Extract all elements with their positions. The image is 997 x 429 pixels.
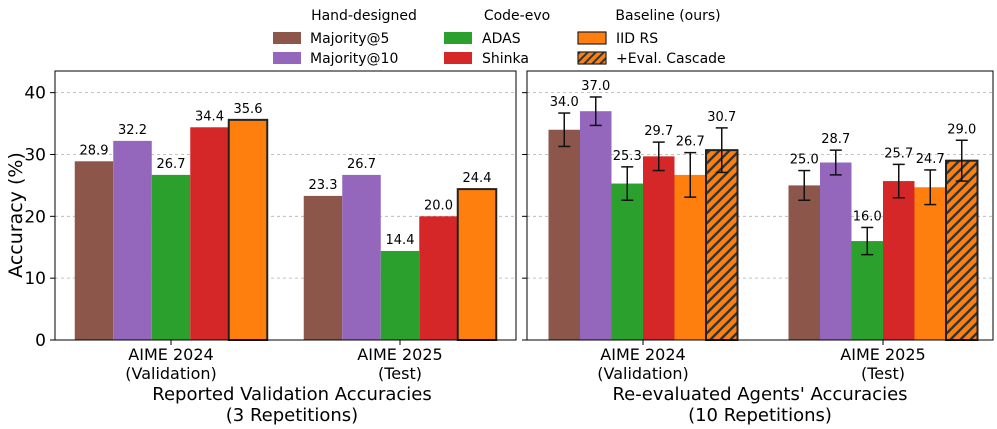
panel-reported: 0 10 20 30 40 AIME 2024(Validation) 28.9 32.2 26… [24,70,517,383]
bar-iidrs [674,174,706,340]
y-tick-label: 40 [24,84,46,104]
legend-swatch-shinka [444,52,472,64]
data-label: 16.0 [853,209,882,224]
data-label: 34.4 [195,109,224,124]
bar-shinka [883,181,915,340]
panel-title: Re-evaluated Agents' Accuracies [612,384,907,405]
legend-swatch-adas [444,32,472,44]
data-label: 29.7 [644,124,673,139]
data-label: 35.6 [234,102,263,117]
data-label: 24.7 [916,152,945,167]
data-label: 14.4 [386,233,415,248]
panel-reevaluated: AIME 2024(Validation) 34.037.0 25.329.726.… [522,70,994,383]
x-tick-label: (Test) [378,364,422,383]
plot-frame [526,70,994,341]
legend-swatch-majority5 [273,32,301,44]
bar-adas [851,241,883,340]
legend: Hand-designed Code-evo Baseline (ours) M… [273,8,726,67]
y-axis-label: Accuracy (%) [5,152,27,278]
data-label: 25.7 [884,146,913,161]
data-label: 32.2 [118,123,147,138]
data-label: 28.7 [821,132,850,147]
x-tick-label: AIME 2025 [840,345,925,364]
data-label: 25.0 [790,153,819,168]
bar-adas [611,183,643,340]
legend-swatch-iidrs [577,31,607,45]
bar-majority5 [74,161,114,340]
legend-label: Majority@5 [310,31,389,47]
legend-swatch-majority10 [273,52,301,64]
bar-majority5 [548,129,580,340]
bar-majority10 [113,140,152,340]
bar-majority5 [303,195,343,340]
data-label: 25.3 [613,149,642,164]
bar-adas [380,250,420,340]
data-label: 26.7 [676,135,705,150]
data-label: 26.7 [347,157,376,172]
legend-group-title: Code-evo [484,8,550,24]
bar-shinka [190,127,229,340]
bar-majority10 [820,162,852,340]
data-label: 26.7 [157,157,186,172]
x-tick-label: (Test) [861,364,905,383]
data-label: 20.0 [424,198,453,213]
x-tick-label: (Validation) [125,364,217,383]
legend-label: Shinka [482,51,529,67]
x-tick-label: AIME 2025 [357,345,442,364]
x-tick-label: AIME 2024 [128,345,213,364]
bar-majority5 [788,185,820,340]
legend-label: IID RS [616,31,658,47]
panel-subtitle: (3 Repetitions) [226,405,358,426]
bar-majority10 [342,174,381,340]
data-label: 23.3 [309,178,338,193]
x-tick-label: AIME 2024 [600,345,685,364]
data-label: 24.4 [463,171,492,186]
legend-group-title: Hand-designed [311,8,417,24]
legend-label: +Eval. Cascade [616,51,726,67]
y-tick-label: 10 [24,269,46,289]
data-label: 28.9 [80,143,109,158]
bar-iidrs [456,188,498,341]
bar-adas [151,174,191,340]
legend-swatch-cascade [577,51,607,65]
panel-subtitle: (10 Repetitions) [688,405,832,426]
panel-title: Reported Validation Accuracies [152,384,431,405]
data-label: 34.0 [550,95,579,110]
legend-label: Majority@10 [310,51,398,67]
data-label: 37.0 [581,79,610,94]
y-tick-label: 30 [24,145,46,165]
bar-iidrs [227,118,269,341]
bar-majority10 [580,111,612,340]
bar-cascade [705,149,739,341]
x-tick-label: (Validation) [597,364,689,383]
bar-cascade [945,159,979,341]
y-tick-label: 0 [35,331,46,351]
data-label: 30.7 [707,110,736,125]
y-tick-label: 20 [24,207,46,227]
bar-shinka [643,156,675,340]
bar-shinka [419,216,458,340]
bar-iidrs [914,187,946,340]
plot-frame [54,70,517,341]
data-label: 29.0 [947,122,976,137]
legend-group-title: Baseline (ours) [615,8,720,24]
legend-label: ADAS [482,31,521,47]
